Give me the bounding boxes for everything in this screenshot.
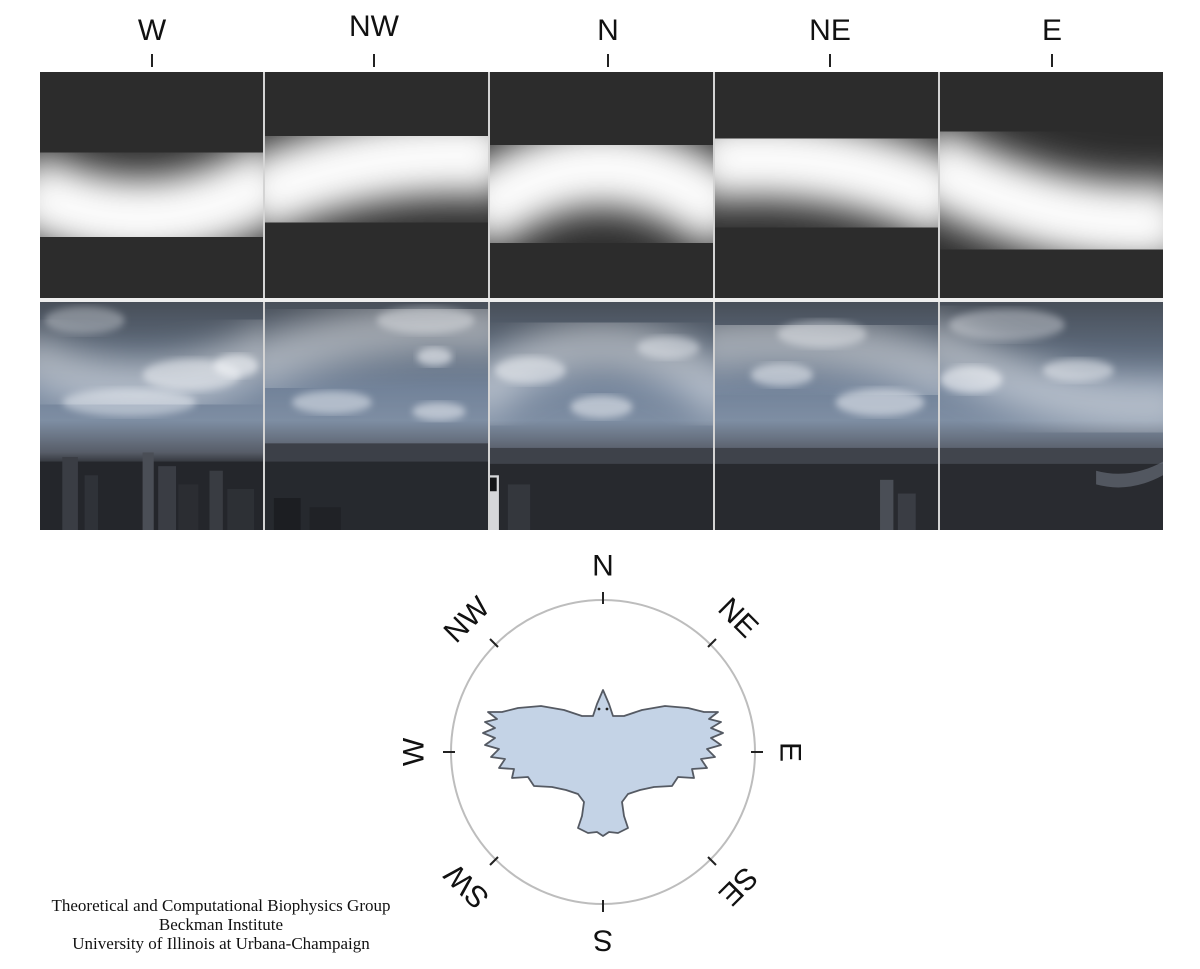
photo-panel-e [938,302,1163,530]
credits-line-university: University of Illinois at Urbana-Champai… [72,934,370,953]
photo-panel-n [488,302,713,530]
compass-ring [450,599,756,905]
compass-label-s: S [593,924,613,957]
photo-panel-nw [263,302,488,530]
pattern-panel-nw [263,72,488,298]
compass-tick-sw [489,856,499,866]
top-tick-nw [373,54,375,67]
compass-ticks [443,592,763,912]
photo-panel-w [40,302,263,530]
top-tick-ne [829,54,831,67]
compass-label-e: E [774,742,807,762]
compass-label-n: N [592,550,614,583]
compass-label-sw: SW [438,857,496,915]
compass-label-se: SE [712,860,764,912]
polarization-pattern-row [40,72,1163,298]
top-label-e: E [1041,14,1062,47]
pattern-panel-ne [713,72,938,298]
credits-line-group: Theoretical and Computational Biophysics… [51,896,391,915]
photo-panel-ne [713,302,938,530]
credits-line-institute: Beckman Institute [158,915,284,934]
sky-photo-row [40,302,1163,530]
compass-label-w: W [398,737,431,766]
pattern-panel-n [488,72,713,298]
top-label-ne: NE [809,14,851,47]
top-label-w: W [137,14,167,47]
top-tick-w [151,54,153,67]
bird-eye-left [597,707,601,711]
top-tick-e [1051,54,1053,67]
top-tick-n [607,54,609,67]
credits-block: Theoretical and Computational Biophysics… [6,896,436,953]
bird-eye-right [605,707,609,711]
row-divider [40,298,1163,302]
pattern-panel-e [938,72,1163,298]
compass-tick-nw [489,638,499,648]
top-label-n: N [597,14,619,47]
compass-label-ne: NE [712,592,765,645]
compass-tick-se [707,856,717,866]
compass-tick-ne [707,638,717,648]
top-label-nw: NW [349,10,399,43]
compass-label-nw: NW [438,590,497,649]
bird-silhouette [482,689,724,837]
pattern-panel-w [40,72,263,298]
